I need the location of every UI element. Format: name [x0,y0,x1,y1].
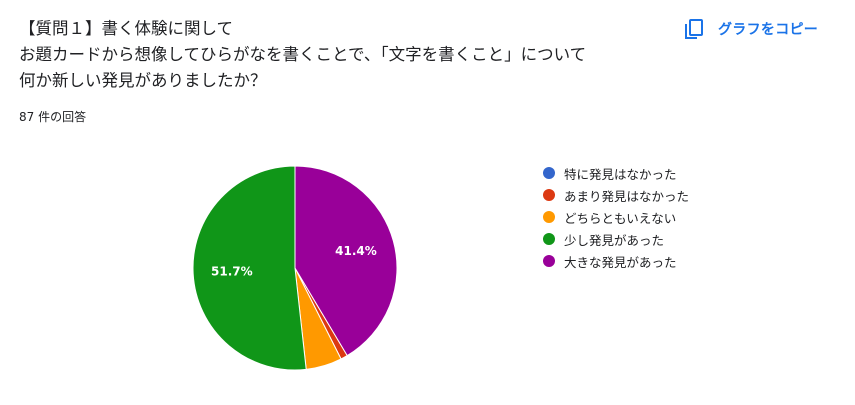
legend-item-3: 少し発見があった [543,228,689,250]
question-line-2: お題カードから想像してひらがなを書くことで、「文字を書くこと」について [19,45,587,64]
pie-slice-3[interactable] [192,165,307,371]
legend-label: 特に発見はなかった [564,166,677,182]
pie-chart: 51.7% 41.4% [192,165,398,371]
legend-swatch [543,255,555,267]
pie-slice-4[interactable] [294,165,398,357]
chart-legend: 特に発見はなかった あまり発見はなかった どちらともいえない 少し発見があった 大きな発… [543,162,689,272]
pie-data-label-4: 41.4% [335,244,377,258]
legend-item-0: 特に発見はなかった [543,162,689,184]
question-line-1: 【質問１】書く体験に関して [19,19,234,38]
question-title: 【質問１】書く体験に関して お題カードから想像してひらがなを書くことで、「文字を… [19,16,669,94]
copy-icon [685,19,703,39]
legend-swatch [543,233,555,245]
legend-label: 少し発見があった [564,232,665,248]
legend-item-2: どちらともいえない [543,206,689,228]
response-count: 87 件の回答 [19,110,87,124]
legend-swatch [543,167,555,179]
copy-chart-label: グラフをコピー [718,22,819,38]
pie-data-label-3: 51.7% [211,264,253,278]
legend-label: どちらともいえない [564,210,677,226]
legend-label: あまり発見はなかった [564,188,690,204]
legend-swatch [543,211,555,223]
legend-item-4: 大きな発見があった [543,250,689,272]
question-line-3: 何か新しい発見がありましたか？ [19,71,267,90]
legend-swatch [543,189,555,201]
legend-label: 大きな発見があった [564,254,677,270]
copy-chart-button[interactable]: グラフをコピー [682,14,818,44]
legend-item-1: あまり発見はなかった [543,184,689,206]
